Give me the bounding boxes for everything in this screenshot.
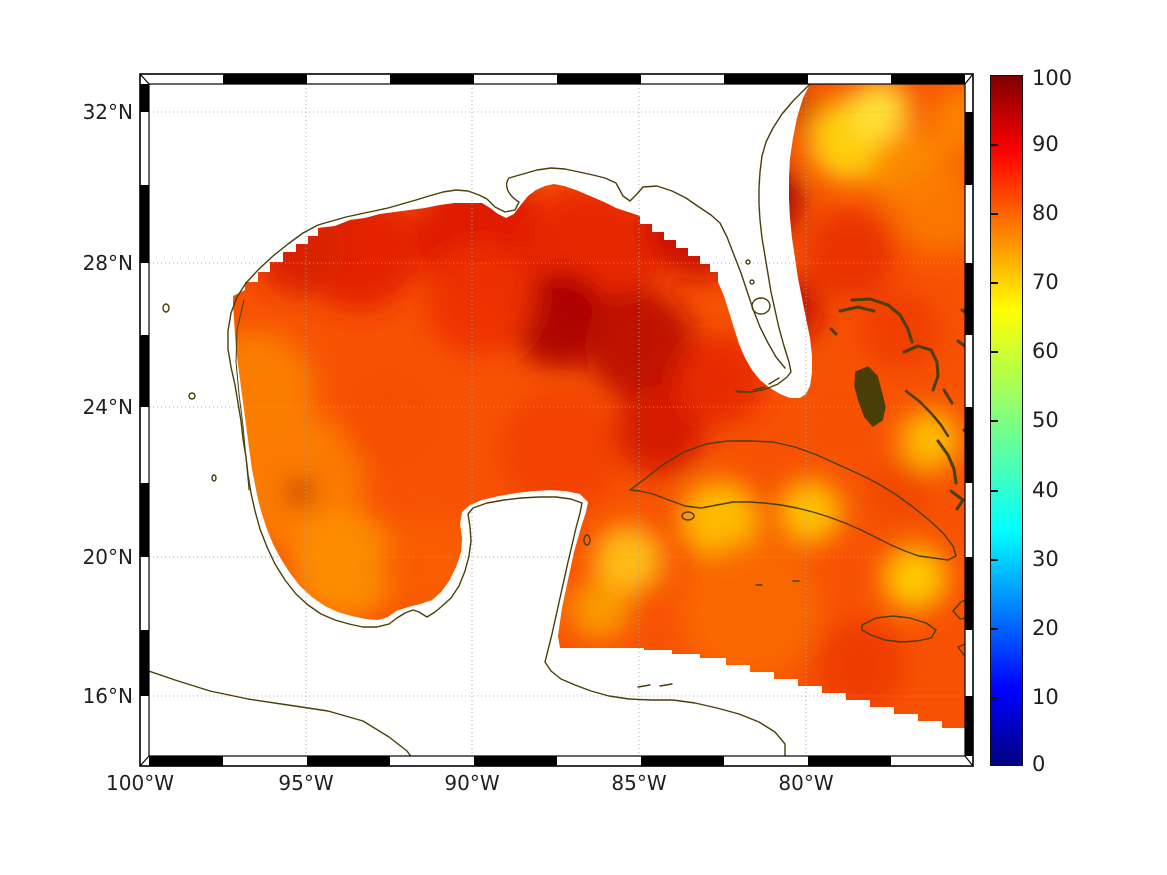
cozumel-island: [583, 534, 591, 546]
heatmap-blob: [778, 480, 842, 544]
x-tick-100w: 100°W: [106, 771, 174, 795]
coast-us-atlantic-florida-east: [737, 84, 811, 393]
bay-islands-honduras: [637, 683, 673, 688]
heatmap-blob: [900, 410, 960, 470]
heatmap-blob: [930, 85, 965, 155]
heatmap-blob: [340, 370, 440, 470]
heatmap-blob: [815, 620, 905, 710]
grand-bahama-island: [838, 305, 876, 313]
coast-florida-west-gulf-mexico-yucatan: [227, 167, 786, 756]
x-tick-90w: 90°W: [444, 771, 500, 795]
florida-keys: [735, 377, 780, 393]
colorbar-tick-80: [990, 213, 998, 215]
heatmap-blob: [593, 525, 663, 595]
isle-of-youth: [681, 511, 695, 521]
abaco-island: [850, 297, 914, 344]
map-frame: [139, 73, 974, 767]
heatmap-blob: [480, 560, 560, 640]
bimini: [829, 327, 838, 336]
mexico-islet-1: [162, 303, 170, 313]
heatmap-blob: [585, 290, 695, 400]
coastlines: [149, 84, 965, 756]
heatmap-blob: [786, 94, 814, 122]
heatmap-blob: [895, 165, 965, 255]
crooked-acklins: [949, 489, 965, 511]
heatmap-blob: [758, 278, 822, 342]
colorbar-label-80: 80: [1032, 201, 1059, 225]
mexico-islet-2: [188, 392, 196, 400]
colorbar-tick-40: [990, 490, 998, 492]
heatmap-blob: [425, 245, 535, 355]
colorbar-tick-20: [990, 628, 998, 630]
exuma-chain: [904, 389, 950, 438]
coast-texas-barrier-lagoon: [235, 299, 250, 491]
colorbar-label-60: 60: [1032, 339, 1059, 363]
colorbar-tick-30: [990, 559, 998, 561]
eleuthera-island: [902, 344, 940, 392]
heatmap-blob: [883, 546, 947, 610]
y-tick-16n: 16°N: [82, 684, 133, 708]
x-tick-95w: 95°W: [278, 771, 334, 795]
heatmap-blob: [512, 272, 608, 368]
bahamas-islands: [829, 297, 965, 511]
heatmap-blob: [290, 510, 400, 620]
mexico-islet-3: [211, 474, 217, 482]
florida-lake-dot2: [749, 279, 755, 285]
x-tick-80w: 80°W: [778, 771, 834, 795]
colorbar-label-0: 0: [1032, 752, 1046, 776]
colorbar-label-10: 10: [1032, 685, 1059, 709]
colorbar-label-50: 50: [1032, 408, 1059, 432]
heatmap-blob: [860, 290, 940, 370]
coast-hispaniola-stubs: [952, 599, 965, 656]
colorbar-label-30: 30: [1032, 547, 1059, 571]
coast-pacific-mexico: [149, 670, 412, 756]
florida-lake-dot1: [745, 259, 751, 265]
heatmap-blob: [380, 515, 480, 615]
x-tick-85w: 85°W: [611, 771, 667, 795]
andros-island: [854, 366, 886, 427]
lake-okeechobee: [751, 297, 771, 315]
heatmap-blob: [850, 84, 910, 140]
frame-corner-miters: [139, 73, 974, 767]
coast-cuba: [629, 440, 957, 561]
colorbar-tick-70: [990, 282, 998, 284]
colorbar-label-90: 90: [1032, 132, 1059, 156]
colorbar-tick-50: [990, 420, 998, 422]
coast-jamaica: [861, 615, 937, 643]
cat-island: [942, 388, 954, 405]
colorbar-tick-90: [990, 144, 998, 146]
heatmap-blob: [680, 540, 820, 680]
y-tick-20n: 20°N: [82, 545, 133, 569]
colorbar-label-70: 70: [1032, 270, 1059, 294]
graticule-gridlines: [149, 84, 965, 756]
heatmap-blob: [500, 390, 620, 510]
y-tick-24n: 24°N: [82, 395, 133, 419]
heatmap-blob: [870, 460, 930, 520]
heatmap-blob: [570, 580, 630, 640]
colorbar-tick-10: [990, 697, 998, 699]
heatmap-blob: [255, 205, 345, 295]
colorbar-label-20: 20: [1032, 616, 1059, 640]
colorbar-label-40: 40: [1032, 478, 1059, 502]
bahamas-edge-bits: [956, 308, 965, 434]
cayman-islands: [755, 580, 800, 586]
heatmap-blob: [805, 210, 895, 300]
y-tick-32n: 32°N: [82, 100, 133, 124]
heatmap-blob: [680, 480, 760, 560]
long-island-bahamas: [936, 439, 958, 485]
frame-bands: [140, 74, 973, 766]
heatmap-blob: [675, 335, 765, 425]
y-tick-28n: 28°N: [82, 251, 133, 275]
colorbar-label-100: 100: [1032, 66, 1073, 90]
heatmap-blob: [288, 480, 312, 504]
colorbar-tick-60: [990, 351, 998, 353]
